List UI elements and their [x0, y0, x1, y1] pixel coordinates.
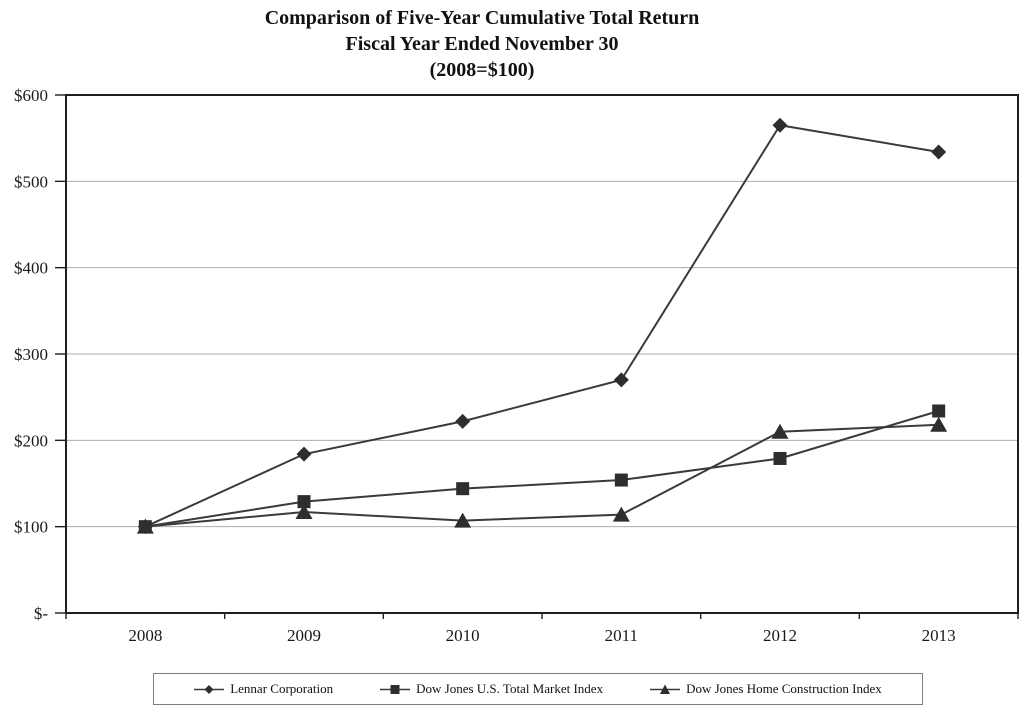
x-axis-label: 2011	[605, 626, 638, 645]
data-point-square	[456, 482, 470, 496]
data-point-diamond	[613, 372, 629, 388]
data-point-triangle	[454, 512, 472, 528]
chart-title: Comparison of Five-Year Cumulative Total…	[0, 5, 964, 83]
chart-title-line-1: Comparison of Five-Year Cumulative Total…	[264, 7, 700, 29]
data-point-triangle	[295, 503, 313, 519]
legend-item-dow-jones-total-market: Dow Jones U.S. Total Market Index	[380, 681, 603, 697]
legend-item-dow-jones-home-construction: Dow Jones Home Construction Index	[650, 681, 882, 697]
plot-border	[65, 94, 1019, 614]
series-line-triangle	[145, 423, 939, 528]
data-point-diamond	[296, 446, 312, 462]
x-axis-label: 2010	[446, 626, 480, 645]
y-axis-label: $400	[14, 259, 48, 278]
y-axis-label: $500	[14, 172, 48, 191]
y-axis-label: $300	[14, 345, 48, 364]
data-point-diamond	[455, 413, 471, 429]
legend: Lennar Corporation Dow Jones U.S. Total …	[153, 673, 923, 705]
legend-label-dow-jones-home-construction: Dow Jones Home Construction Index	[686, 681, 882, 696]
legend-square-marker-icon	[380, 684, 411, 694]
chart-title-line-2: Fiscal Year Ended November 30	[345, 33, 619, 55]
data-point-square	[138, 520, 152, 534]
legend-triangle-marker-icon	[650, 684, 681, 694]
data-point-triangle	[612, 506, 630, 522]
y-axis-label: $100	[14, 518, 48, 537]
legend-diamond-marker-icon	[194, 684, 225, 694]
legend-item-lennar-corporation: Lennar Corporation	[194, 681, 333, 697]
x-axis-label: 2012	[763, 626, 797, 645]
x-axis-label: 2013	[922, 626, 956, 645]
series-line-diamond	[144, 124, 939, 528]
legend-label-dow-jones-total-market: Dow Jones U.S. Total Market Index	[416, 681, 604, 696]
data-point-square	[932, 404, 946, 418]
y-axis-label: $600	[14, 86, 48, 105]
data-point-square	[773, 451, 787, 465]
x-axis-label: 2009	[287, 626, 321, 645]
data-point-triangle	[771, 423, 789, 439]
data-point-diamond	[772, 117, 788, 133]
y-axis-label: $-	[34, 604, 49, 623]
data-point-triangle	[930, 416, 948, 432]
chart-title-line-3: (2008=$100)	[429, 59, 535, 81]
series-line-square	[145, 410, 939, 528]
x-axis-label: 2008	[128, 626, 162, 645]
legend-label-lennar-corporation: Lennar Corporation	[230, 681, 334, 696]
data-point-square	[614, 473, 628, 487]
data-point-square	[297, 495, 311, 509]
data-point-diamond	[931, 144, 947, 160]
y-axis-label: $200	[14, 431, 48, 450]
